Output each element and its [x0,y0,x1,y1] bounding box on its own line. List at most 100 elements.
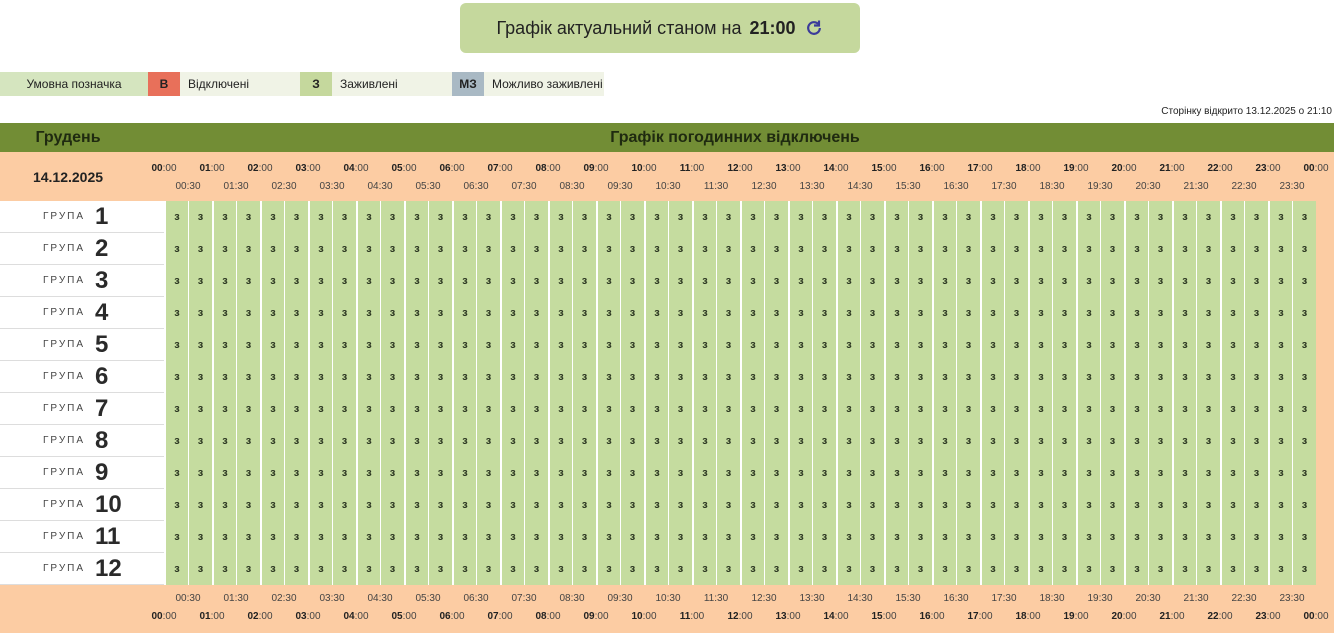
cell: з [1148,489,1172,521]
cell: з [1052,361,1076,393]
cell: з [620,425,644,457]
cell: з [932,201,956,233]
cell: з [332,201,356,233]
cell: з [452,553,476,585]
cell: з [1172,265,1196,297]
hour-label: 17:00 [967,163,992,174]
cell: з [188,201,212,233]
cell: з [1148,425,1172,457]
cell: з [1052,297,1076,329]
cell: з [164,233,188,265]
cell: з [1004,425,1028,457]
cell: з [1124,329,1148,361]
half-hour-label: 04:30 [367,593,393,604]
cell: з [1220,297,1244,329]
cell: з [188,297,212,329]
cell: з [956,393,980,425]
cell: з [164,265,188,297]
half-hour-label: 14:30 [847,181,873,192]
half-hour-label: 21:30 [1183,181,1209,192]
cell: з [572,297,596,329]
cell: з [1244,297,1268,329]
cell: з [188,521,212,553]
cell: з [812,457,836,489]
cell: з [1196,297,1220,329]
cell: з [548,201,572,233]
hour: 10 [631,163,643,174]
cell: з [932,265,956,297]
cell: з [668,361,692,393]
cell: з [212,361,236,393]
cell: з [836,457,860,489]
cell: з [500,297,524,329]
time-header [0,152,1334,201]
cell: з [404,201,428,233]
cell: з [572,361,596,393]
hour: 12 [727,163,739,174]
cell: з [1292,233,1316,265]
minutes: :00 [594,611,609,622]
cell: з [356,265,380,297]
minutes: :00 [162,163,177,174]
cell: з [1220,329,1244,361]
cell: з [956,201,980,233]
half-hour-label: 20:30 [1135,181,1161,192]
cell: з [260,425,284,457]
cell: з [1028,393,1052,425]
cell: з [1268,329,1292,361]
hour: 08 [535,611,547,622]
cell: з [1268,233,1292,265]
cell: з [740,489,764,521]
hour-label: 08:00 [535,163,560,174]
cell: з [1196,393,1220,425]
minutes: :00 [162,611,177,622]
cell: з [260,265,284,297]
cell: з [956,297,980,329]
hour-label: 13:00 [775,163,800,174]
cell: з [1004,297,1028,329]
cell: з [500,265,524,297]
cell: з [452,457,476,489]
hour-label: 16:00 [919,611,944,622]
cell: з [1100,329,1124,361]
cell: з [1292,393,1316,425]
cell: з [932,233,956,265]
hour-label: 15:00 [871,163,896,174]
hour-label: 20:00 [1111,611,1136,622]
hour-label: 01:00 [199,163,224,174]
cell: з [596,489,620,521]
group-word: ГРУПА [42,243,86,254]
cell: з [236,553,260,585]
refresh-icon[interactable] [804,18,824,38]
cell: з [1220,489,1244,521]
group-word: ГРУПА [42,563,86,574]
half-hour-label: 23:30 [1279,593,1305,604]
cell: з [236,329,260,361]
cell: з [476,329,500,361]
group-label: ГРУПА 4 [0,297,164,329]
cell: з [428,457,452,489]
cell: з [572,553,596,585]
minutes: :00 [642,163,657,174]
cell: з [1052,425,1076,457]
cell: з [164,489,188,521]
cell: з [908,329,932,361]
cell: з [1220,521,1244,553]
cell: з [620,489,644,521]
cell: з [380,201,404,233]
group-label: ГРУПА 3 [0,265,164,297]
cell: з [620,361,644,393]
hour-label: 21:00 [1159,611,1184,622]
cell: з [308,457,332,489]
legend-label: Відключені [180,72,300,96]
cell: з [1220,201,1244,233]
status-button[interactable]: Графік актуальний станом на 21:00 [460,3,860,53]
cell: з [620,393,644,425]
group-label: ГРУПА 9 [0,457,164,489]
cell: з [1004,361,1028,393]
cell: з [1004,201,1028,233]
half-hour-label: 05:30 [415,593,441,604]
cell: з [884,201,908,233]
cell: з [548,265,572,297]
cell: з [980,393,1004,425]
